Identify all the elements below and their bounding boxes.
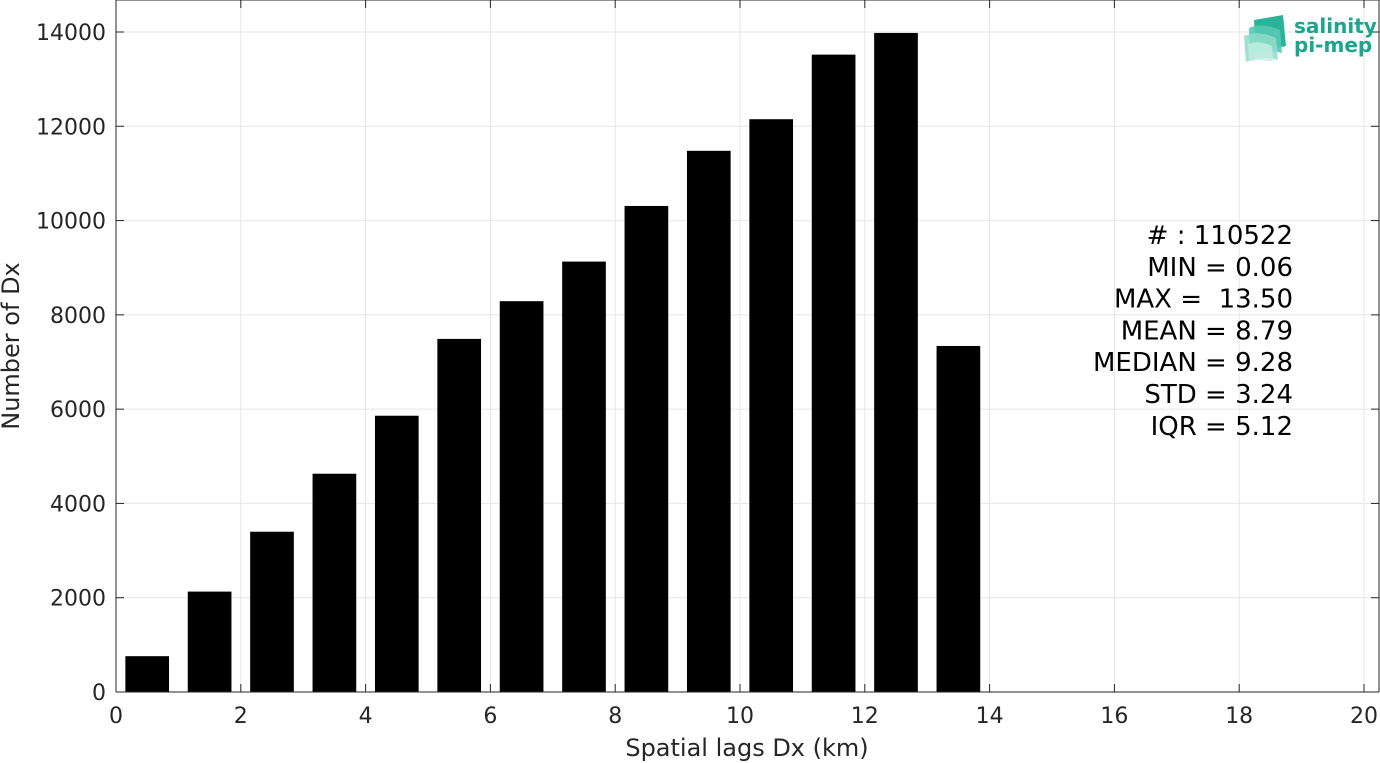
logo: salinity pi-mep xyxy=(1244,14,1377,62)
y-tick-label: 4000 xyxy=(50,492,106,517)
x-tick-label: 20 xyxy=(1350,704,1378,729)
histogram-bar xyxy=(874,32,918,692)
x-tick-label: 16 xyxy=(1100,704,1128,729)
y-axis-title: Number of Dx xyxy=(0,262,25,429)
x-tick-label: 0 xyxy=(109,704,123,729)
histogram-bar xyxy=(250,531,294,692)
stats-line: STD = 3.24 xyxy=(1144,380,1293,410)
y-tick-label: 2000 xyxy=(50,587,106,612)
y-tick-label: 10000 xyxy=(36,210,106,235)
logo-line-2: pi-mep xyxy=(1294,33,1372,57)
y-tick-label: 8000 xyxy=(50,304,106,329)
x-tick-labels: 0 2 4 6 8 10 12 14 16 18 20 xyxy=(109,704,1378,729)
x-tick-label: 14 xyxy=(976,704,1004,729)
grid-lines xyxy=(115,0,1379,693)
x-tick-label: 12 xyxy=(851,704,879,729)
y-tick-label: 6000 xyxy=(50,398,106,423)
stats-line: MAX = 13.50 xyxy=(1114,285,1293,315)
histogram-bar xyxy=(312,473,357,692)
x-tick-label: 6 xyxy=(483,704,497,729)
x-tick-label: 2 xyxy=(234,704,248,729)
waves-logo-icon xyxy=(1244,15,1286,62)
histogram-bar xyxy=(686,150,731,693)
histogram-bar xyxy=(374,415,419,692)
histogram-bar xyxy=(624,205,669,692)
stats-line: MEAN = 8.79 xyxy=(1121,316,1293,346)
y-tick-labels: 0 2000 4000 6000 8000 10000 12000 14000 xyxy=(36,21,106,706)
stats-line: IQR = 5.12 xyxy=(1151,412,1293,442)
x-tick-label: 4 xyxy=(359,704,373,729)
stats-line: MEDIAN = 9.28 xyxy=(1093,348,1293,378)
stats-line: MIN = 0.06 xyxy=(1147,253,1293,283)
y-tick-label: 12000 xyxy=(36,115,106,140)
histogram-bar xyxy=(562,261,606,692)
histogram-bar xyxy=(187,591,232,692)
histogram-bar xyxy=(499,301,544,692)
stats-line: # : 110522 xyxy=(1147,221,1293,251)
histogram-bar xyxy=(437,338,482,692)
y-tick-label: 0 xyxy=(92,681,106,706)
x-tick-label: 18 xyxy=(1225,704,1253,729)
x-axis-title: Spatial lags Dx (km) xyxy=(625,734,868,762)
x-tick-label: 8 xyxy=(608,704,622,729)
logo-line-1: salinity xyxy=(1294,14,1377,38)
y-tick-label: 14000 xyxy=(36,21,106,46)
histogram-bar xyxy=(811,54,856,693)
histogram-bar xyxy=(936,345,981,692)
x-tick-label: 10 xyxy=(726,704,754,729)
histogram-bar xyxy=(749,119,794,692)
axes xyxy=(115,0,1380,693)
histogram-bar xyxy=(125,656,170,692)
bars xyxy=(125,32,981,693)
